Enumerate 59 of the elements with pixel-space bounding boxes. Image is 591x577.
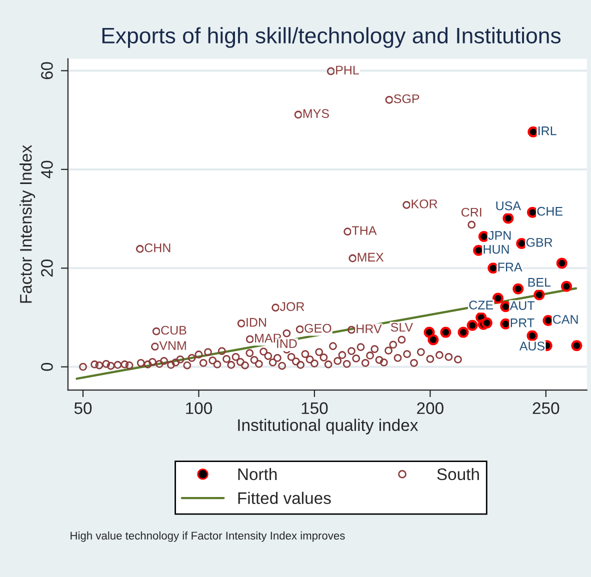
annotation: CUB xyxy=(161,326,186,335)
annotation: AUS xyxy=(519,342,545,350)
y-tick-label: 60 xyxy=(41,62,53,80)
point xyxy=(526,330,538,342)
point xyxy=(502,212,514,224)
point xyxy=(512,283,524,294)
annotation: JPN xyxy=(488,231,511,240)
annotation: CHN xyxy=(144,243,170,252)
annotation: CHE xyxy=(537,206,562,216)
annotation: VNM xyxy=(159,341,186,350)
legend-label: Fitted values xyxy=(238,492,331,504)
x-tick-label: 50 xyxy=(74,402,92,414)
annotation: CRI xyxy=(461,208,482,217)
legend-label: North xyxy=(238,468,277,480)
annotation: GEO xyxy=(304,324,332,333)
x-tick-label: 150 xyxy=(302,402,328,414)
annotation: THA xyxy=(352,226,377,235)
point xyxy=(560,280,572,292)
annotation: MEX xyxy=(358,252,384,262)
x-tick-label: 200 xyxy=(417,402,444,414)
point xyxy=(458,326,469,338)
y-tick-label: 0 xyxy=(41,362,53,371)
annotation: KOR xyxy=(412,199,438,208)
annotation: FRA xyxy=(498,262,522,272)
annotation: CAN xyxy=(553,314,578,324)
y-axis-title: Factor Intensity Index xyxy=(20,144,36,303)
point xyxy=(428,334,439,346)
annotation: MYS xyxy=(303,109,329,118)
y-tick-label: 20 xyxy=(41,260,53,277)
annotation: SGP xyxy=(394,94,420,104)
point xyxy=(466,320,478,331)
annotation: IDN xyxy=(246,318,266,327)
point xyxy=(492,292,504,304)
x-axis-title: Institutional quality index xyxy=(238,418,418,434)
annotation: JOR xyxy=(280,302,304,311)
annotation: BEL xyxy=(528,278,551,287)
y-tick-label: 40 xyxy=(41,160,53,178)
annotation: SLV xyxy=(390,322,414,332)
annotation: PHL xyxy=(336,66,359,74)
annotation: GBR xyxy=(526,238,552,247)
point xyxy=(526,206,538,218)
annotation: IRL xyxy=(538,126,556,136)
point xyxy=(424,326,435,338)
chart-title: Exports of high skill/technology and Institutions xyxy=(102,27,561,48)
point xyxy=(556,258,568,269)
annotation: AUT xyxy=(510,301,535,310)
point xyxy=(534,289,545,300)
legend-label: South xyxy=(437,468,479,480)
text: High value technology if Factor Intensity Index improves xyxy=(70,531,345,542)
annotation: CZE xyxy=(469,300,494,310)
x-tick-label: 250 xyxy=(532,402,560,414)
point xyxy=(571,340,582,352)
annotation: HRV xyxy=(356,324,382,334)
x-tick-label: 100 xyxy=(186,402,212,414)
point xyxy=(440,326,452,338)
annotation: USA xyxy=(496,201,521,210)
annotation: HUN xyxy=(484,245,509,254)
annotation: PRT xyxy=(510,318,534,328)
point xyxy=(481,317,492,328)
